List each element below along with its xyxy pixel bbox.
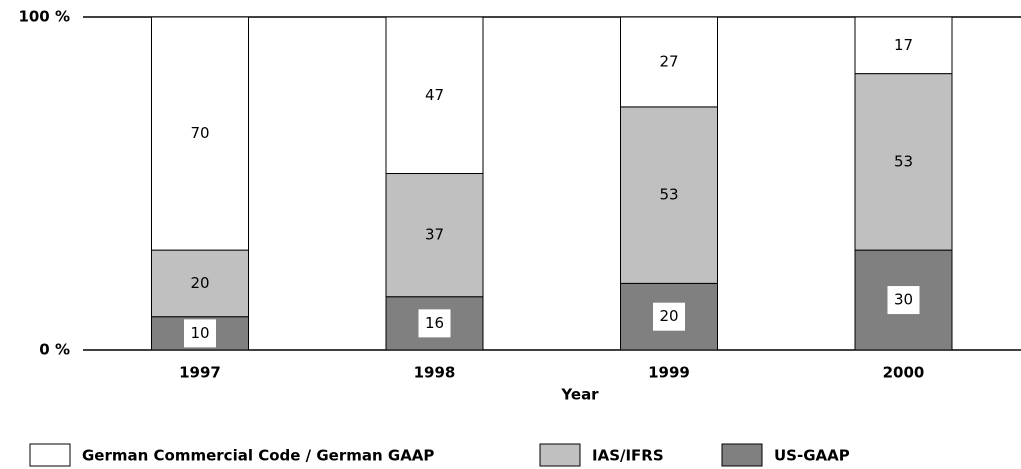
legend-label: US-GAAP	[774, 447, 850, 465]
data-label: 47	[425, 86, 444, 104]
data-label: 30	[894, 291, 913, 309]
data-label: 16	[425, 314, 444, 332]
bar-segment	[385, 16, 484, 175]
label-box	[184, 319, 216, 348]
bar-segment	[854, 73, 953, 251]
data-label: 17	[894, 36, 913, 54]
legend-label: German Commercial Code / German GAAP	[82, 447, 434, 465]
data-label: 53	[894, 152, 913, 170]
label-box	[418, 309, 451, 338]
legend-swatch	[721, 443, 763, 467]
x-tick-label: 2000	[883, 364, 925, 382]
data-label: 37	[425, 226, 444, 244]
y-tick-label: 100 %	[18, 8, 70, 26]
label-box	[887, 286, 920, 315]
x-tick-label: 1997	[179, 364, 221, 382]
bar-segment	[385, 173, 484, 298]
data-label: 27	[659, 52, 678, 70]
bar-segment	[151, 249, 249, 318]
legend-label: IAS/IFRS	[592, 447, 664, 465]
bar-segment	[151, 16, 249, 251]
x-tick-label: 1998	[414, 364, 456, 382]
legend-swatch	[539, 443, 581, 467]
data-label: 20	[190, 274, 209, 292]
bar-segment	[620, 16, 718, 108]
data-label: 70	[190, 124, 209, 142]
x-axis-label: Year	[560, 386, 599, 404]
bar-segment	[854, 16, 953, 75]
data-label: 20	[659, 307, 678, 325]
data-label: 10	[190, 324, 209, 342]
y-tick-label: 0 %	[39, 341, 70, 359]
x-tick-label: 1999	[648, 364, 690, 382]
bar-segment	[620, 106, 718, 284]
legend-swatch	[29, 443, 71, 467]
data-label: 53	[659, 186, 678, 204]
label-box	[653, 302, 685, 331]
